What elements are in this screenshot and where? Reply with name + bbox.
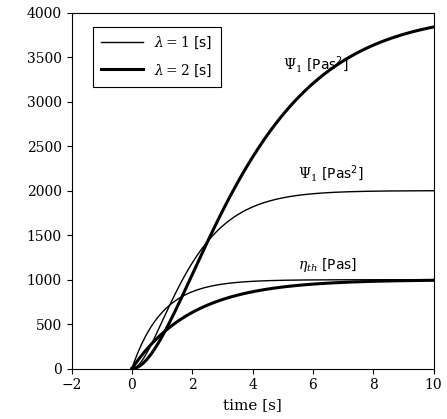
Legend: $\lambda = 1\ \mathsf{[s]}$, $\lambda = 2\ \mathsf{[s]}$: $\lambda = 1\ \mathsf{[s]}$, $\lambda = …	[93, 27, 221, 87]
Text: $\Psi_1\ \mathsf{[Pas^2]}$: $\Psi_1\ \mathsf{[Pas^2]}$	[298, 163, 363, 184]
X-axis label: time [s]: time [s]	[223, 398, 282, 412]
Text: $\Psi_1\ \mathsf{[Pas^2]}$: $\Psi_1\ \mathsf{[Pas^2]}$	[283, 54, 349, 75]
Text: $\eta_{th}\ \mathsf{[Pas]}$: $\eta_{th}\ \mathsf{[Pas]}$	[298, 256, 357, 274]
